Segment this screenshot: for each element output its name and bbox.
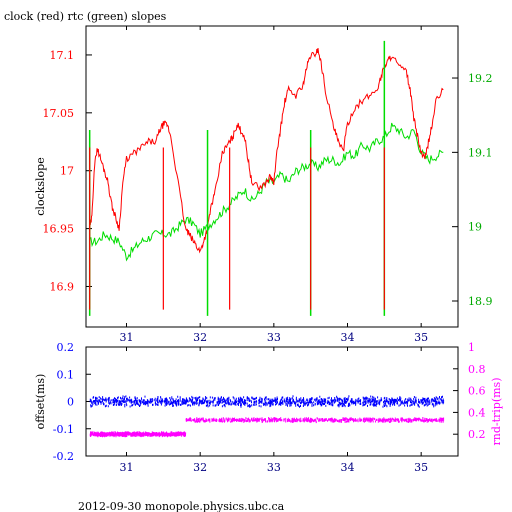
y-tick-label-right: 0.8	[468, 363, 486, 376]
x-tick-label: 33	[267, 461, 281, 474]
y-tick-label-right: 0.6	[468, 385, 486, 398]
y-tick-label-right: 18.9	[468, 295, 493, 308]
y-tick-label-left: 0.1	[57, 368, 75, 381]
y-tick-label-left: 17.05	[43, 107, 75, 120]
y-axis-label: clockslope	[34, 157, 47, 215]
y-tick-label-left: -0.2	[53, 450, 74, 463]
plot-frame	[85, 25, 459, 328]
clock-series-line	[89, 48, 444, 254]
chart-title: clock (red) rtc (green) slopes	[4, 10, 167, 23]
y-tick-label-right: 19.2	[468, 72, 493, 85]
y-tick-label-left: 0	[67, 396, 74, 409]
y-tick-label-left: 17.1	[50, 49, 75, 62]
y-axis-label-left: offset(ms)	[34, 374, 47, 430]
y-tick-label-right: 0.4	[468, 406, 486, 419]
x-tick-label: 31	[120, 331, 134, 344]
rtt-points	[89, 417, 445, 438]
offset-points	[89, 395, 445, 408]
y-tick-label-right: 0.2	[468, 428, 486, 441]
footer-caption: 2012-09-30 monopole.physics.ubc.ca	[78, 500, 285, 512]
y-tick-label-left: 17	[60, 165, 74, 178]
x-tick-label: 31	[120, 461, 134, 474]
y-tick-label-left: -0.1	[53, 423, 74, 436]
y-tick-label-left: 16.95	[43, 223, 75, 236]
x-tick-label: 35	[414, 461, 428, 474]
y-tick-label-left: 0.2	[57, 341, 75, 354]
x-tick-label: 35	[414, 331, 428, 344]
slope-chart: 31 32 33 34 35 17.1 17.05 17 16.95 16.9 19.2 19.1 19…	[34, 25, 493, 344]
y-axis-label-right: rnd-trip(ms)	[490, 378, 503, 446]
y-tick-label-left: 16.9	[50, 280, 75, 293]
y-tick-label-right: 1	[468, 341, 475, 354]
y-tick-label-right: 19	[468, 221, 482, 234]
offset-chart: 31 32 33 34 35 0.2 0.1 0 -0.1 -0.2 1 0.8 0.6 0.4 0.2 of…	[34, 341, 503, 474]
x-tick-label: 34	[341, 331, 355, 344]
x-tick-label: 32	[193, 461, 207, 474]
x-tick-label: 34	[341, 461, 355, 474]
x-tick-label: 33	[267, 331, 281, 344]
x-tick-label: 32	[193, 331, 207, 344]
y-tick-label-right: 19.1	[468, 146, 493, 159]
